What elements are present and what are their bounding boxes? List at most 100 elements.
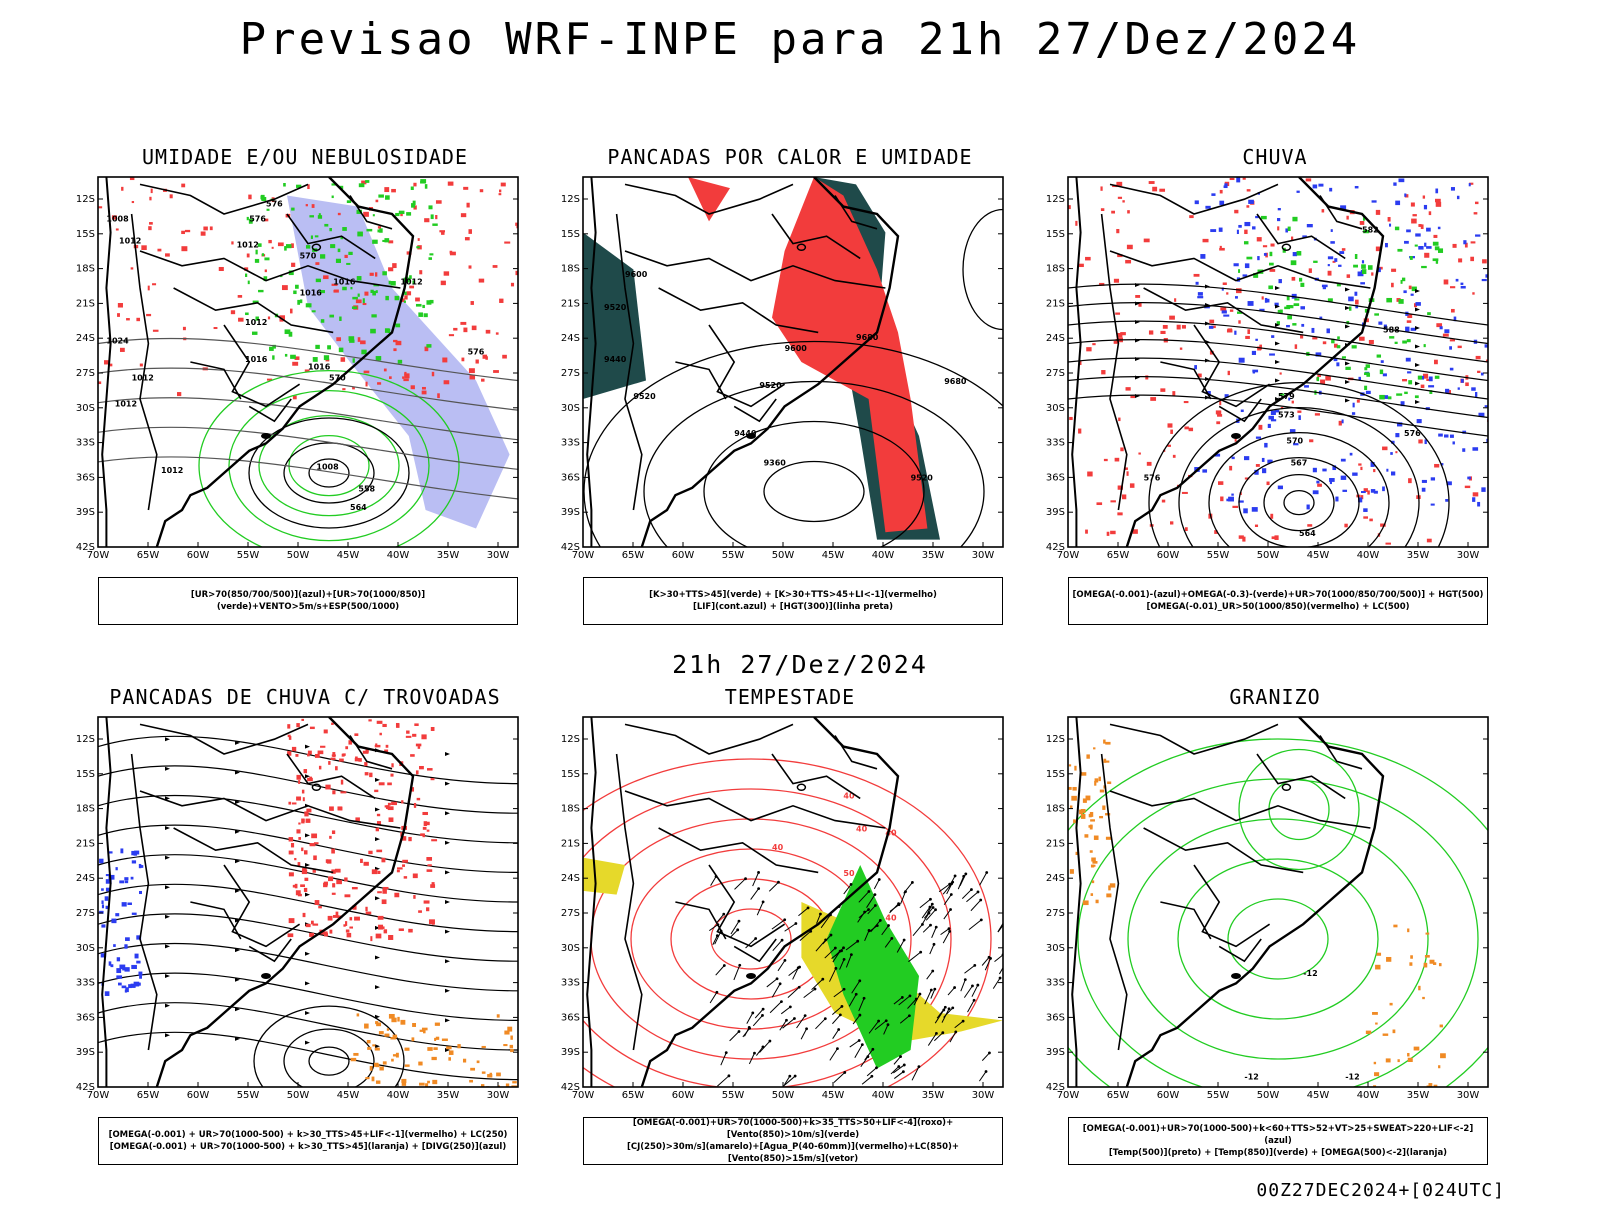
- lon-tick-label: 50W: [1257, 1090, 1280, 1101]
- contour-label: 564: [1299, 529, 1316, 538]
- lat-tick-label: 12S: [561, 734, 580, 745]
- contour-label: 588: [1383, 325, 1400, 334]
- legend-line: [OMEGA(-0.01)_UR>50(1000/850)(vermelho) …: [1146, 602, 1410, 612]
- map-borders: [1071, 717, 1385, 1087]
- lat-tick-label: 12S: [1046, 194, 1065, 205]
- lat-tick-label: 39S: [76, 507, 95, 518]
- lon-tick-label: 65W: [622, 1090, 645, 1101]
- lon-tick-label: 65W: [1107, 1090, 1130, 1101]
- contour-label: -12: [1244, 1073, 1258, 1082]
- lat-tick-label: 36S: [1046, 1012, 1065, 1023]
- contour-label: 1024: [106, 337, 129, 346]
- temp500-labels: -12 -12 -12: [1244, 969, 1359, 1082]
- forecast-map: -12 -12 -12 12S 15S 18S 21S 24S 27S 30S 33S 36S 39S 4…: [1046, 716, 1489, 1101]
- lon-tick-label: 35W: [437, 1090, 460, 1101]
- lon-tick-label: 30W: [487, 550, 510, 561]
- contour-label: 9440: [604, 355, 627, 364]
- lon-tick-label: 70W: [87, 550, 110, 561]
- lat-tick-label: 36S: [76, 1012, 95, 1023]
- panel-umidade: UMIDADE E/OU NEBULOSIDADE 1008 1012 1012 10…: [60, 145, 550, 665]
- page-title: Previsao WRF-INPE para 21h 27/Dez/2024: [239, 14, 1361, 65]
- lat-tick-label: 39S: [561, 1047, 580, 1058]
- lat-tick-label: 30S: [561, 403, 580, 414]
- lat-tick-label: 24S: [561, 333, 580, 344]
- contour-label: 567: [1291, 459, 1308, 468]
- lat-tick-label: 24S: [1046, 333, 1065, 344]
- lat-tick-label: 33S: [561, 438, 580, 449]
- lon-tick-label: 45W: [822, 1090, 845, 1101]
- lat-tick-label: 27S: [1046, 368, 1065, 379]
- lat-tick-label: 27S: [76, 908, 95, 919]
- lat-tick-label: 24S: [76, 873, 95, 884]
- lon-tick-label: 55W: [1207, 1090, 1230, 1101]
- legend-line: [K>30+TTS>45](verde) + [K>30+TTS>45+LI<-…: [649, 590, 937, 600]
- lat-tick-label: 15S: [561, 769, 580, 780]
- lon-tick-label: 45W: [1307, 1090, 1330, 1101]
- legend-line: [OMEGA(-0.001)-(azul)+OMEGA(-0.3)-(verde…: [1072, 590, 1484, 600]
- map-borders: [101, 177, 415, 547]
- contour-label: 9440: [734, 429, 757, 438]
- contour-label: 558: [358, 485, 375, 494]
- lat-tick-label: 42S: [1046, 1082, 1065, 1093]
- contour-label: 1008: [316, 462, 339, 471]
- lon-tick-label: 35W: [922, 1090, 945, 1101]
- contour-label: 1008: [106, 214, 129, 223]
- lat-tick-label: 24S: [76, 333, 95, 344]
- lon-tick-label: 55W: [722, 550, 745, 561]
- contour-label: 9600: [625, 270, 648, 279]
- lat-tick-label: 27S: [1046, 908, 1065, 919]
- contour-label: 9520: [759, 381, 782, 390]
- map-borders: [586, 177, 900, 547]
- lon-tick-label: 45W: [337, 1090, 360, 1101]
- lat-tick-label: 33S: [76, 978, 95, 989]
- forecast-map: 9600 9520 9440 9520 9600 9680 9520 9440 9360 9680…: [561, 176, 1004, 561]
- legend-line: [UR>70(850/700/500)](azul)+[UR>70(1000/8…: [190, 590, 426, 612]
- contour-label: 582: [1362, 226, 1379, 235]
- lon-tick-label: 55W: [722, 1090, 745, 1101]
- lat-tick-label: 36S: [561, 472, 580, 483]
- lon-tick-label: 35W: [922, 550, 945, 561]
- lon-tick-label: 40W: [387, 1090, 410, 1101]
- contour-label: 576: [468, 348, 485, 357]
- hgt300-high: [962, 208, 1003, 331]
- panel-title: GRANIZO: [1229, 685, 1321, 709]
- lon-tick-label: 70W: [1057, 1090, 1080, 1101]
- hgt300-labels: 9600 9520 9440 9520 9600 9680 9520 9440 9360 9680…: [604, 270, 967, 483]
- divg-blue-field: [99, 848, 144, 996]
- lon-tick-label: 30W: [1457, 550, 1480, 561]
- lat-tick-label: 30S: [1046, 943, 1065, 954]
- contour-label: 40: [843, 791, 855, 800]
- rain-green-field: [1236, 215, 1444, 400]
- contour-label: 40: [772, 843, 784, 852]
- lat-tick-label: 12S: [1046, 734, 1065, 745]
- lat-tick-label: 21S: [1046, 838, 1065, 849]
- lat-tick-label: 21S: [76, 838, 95, 849]
- panel-legend: [OMEGA(-0.001)+UR>70(1000-500)+k>35_TTS>…: [583, 1117, 1003, 1165]
- run-label: 00Z27DEC2024+[024UTC]: [1256, 1180, 1505, 1201]
- panel-title: CHUVA: [1242, 145, 1308, 169]
- contour-label: 1016: [245, 355, 268, 364]
- lon-tick-label: 30W: [1457, 1090, 1480, 1101]
- hgt500-streamlines: [1068, 283, 1488, 437]
- lat-tick-label: 18S: [76, 804, 95, 815]
- map-borders: [101, 717, 415, 1087]
- wind-streamlines: [98, 337, 518, 500]
- lon-tick-label: 50W: [772, 550, 795, 561]
- lon-tick-label: 30W: [972, 550, 995, 561]
- panel-title: PANCADAS DE CHUVA C/ TROVOADAS: [109, 685, 501, 709]
- lat-tick-label: 42S: [76, 1082, 95, 1093]
- contour-label: 9360: [764, 459, 787, 468]
- panel-title: UMIDADE E/OU NEBULOSIDADE: [141, 145, 469, 169]
- wind850-green-field: [826, 865, 919, 1069]
- contour-label: 576: [1144, 473, 1161, 482]
- temp850-green-contours: [1068, 738, 1488, 1087]
- lat-tick-label: 39S: [1046, 1047, 1065, 1058]
- temp850-green-north: [1238, 748, 1360, 871]
- lon-tick-label: 60W: [187, 550, 210, 561]
